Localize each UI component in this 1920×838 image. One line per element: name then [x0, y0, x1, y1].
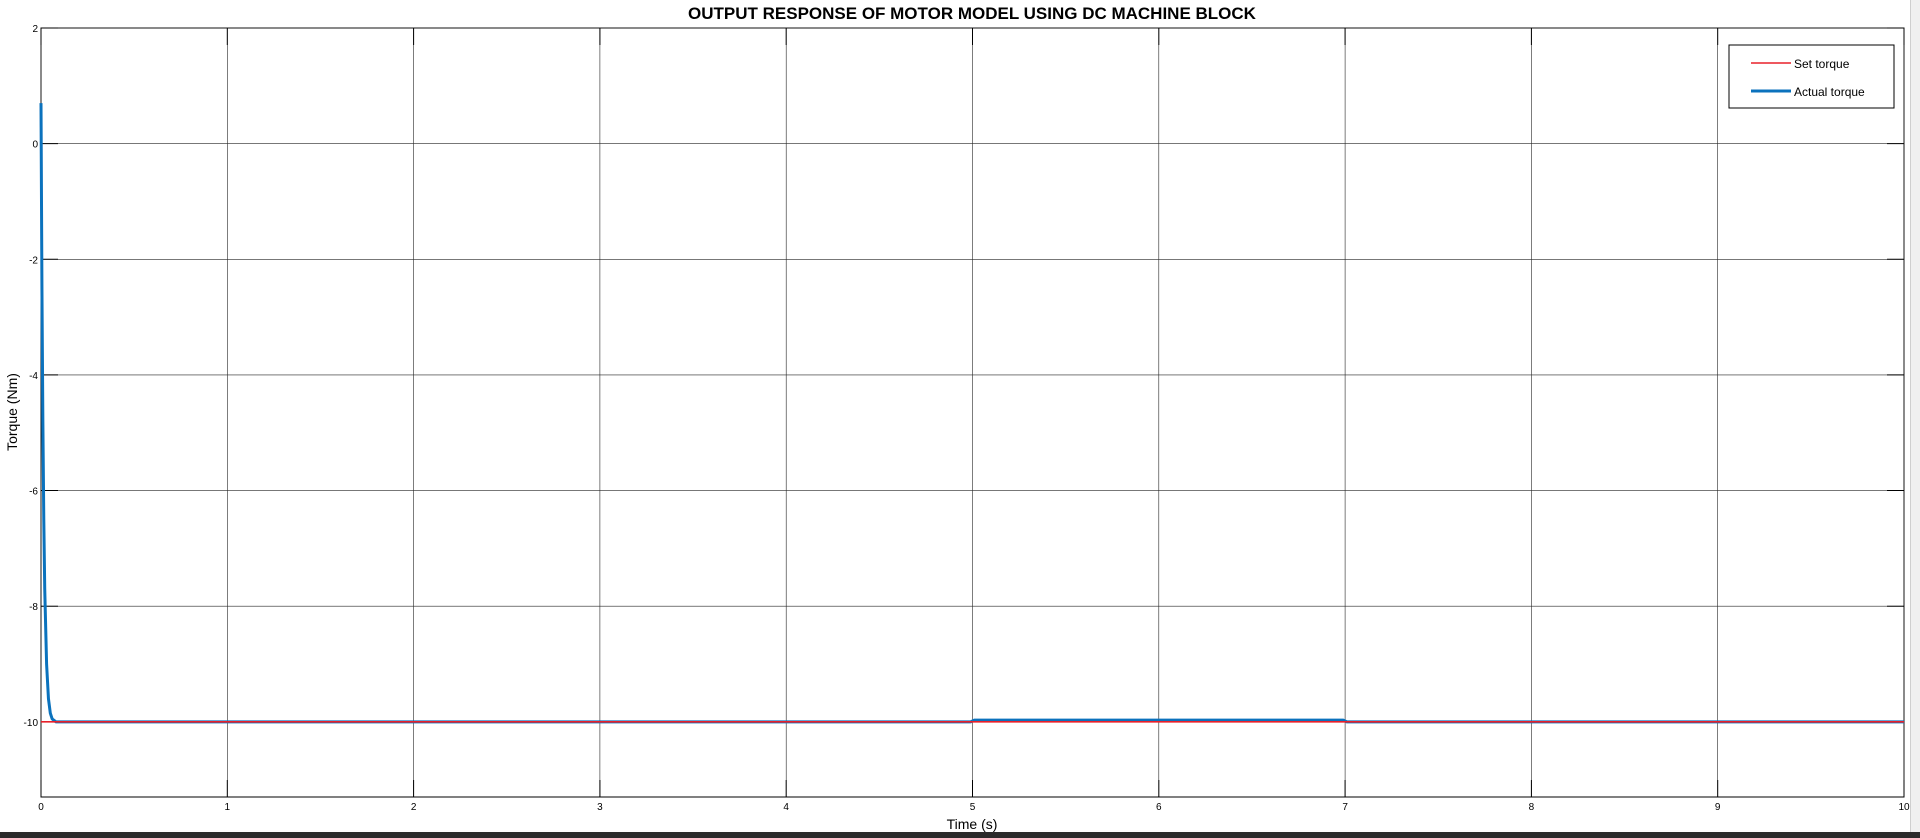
y-tick-label: 0: [32, 140, 38, 151]
y-tick-label: 2: [32, 24, 38, 35]
x-tick-label: 9: [1715, 802, 1721, 813]
x-tick-label: 0: [38, 802, 44, 813]
tick-labels: 0 1 2 3 4 5 6 7 8 9 10 2 0 -2 -4 -6 -8 -10: [24, 24, 1910, 813]
x-tick-label: 1: [225, 802, 231, 813]
x-axis-label: Time (s): [947, 816, 998, 832]
x-tick-label: 3: [597, 802, 603, 813]
x-tick-label: 2: [411, 802, 417, 813]
y-tick-label: -8: [29, 602, 38, 613]
window-bottom-edge: [0, 832, 1920, 838]
legend-box: [1728, 44, 1895, 109]
x-tick-label: 6: [1156, 802, 1162, 813]
x-tick-label: 5: [970, 802, 976, 813]
x-tick-label: 4: [783, 802, 789, 813]
y-tick-label: -6: [29, 487, 38, 498]
chart-title: OUTPUT RESPONSE OF MOTOR MODEL USING DC …: [688, 4, 1257, 23]
x-tick-label: 8: [1529, 802, 1535, 813]
legend-label-actual-torque: Actual torque: [1794, 85, 1865, 99]
x-tick-label: 7: [1342, 802, 1348, 813]
figure-right-edge: [1910, 0, 1920, 832]
x-tick-label: 10: [1898, 802, 1910, 813]
legend-label-set-torque: Set torque: [1794, 57, 1850, 71]
series-lines: [39, 103, 1904, 724]
y-axis-label: Torque (Nm): [4, 373, 20, 451]
y-tick-label: -10: [24, 718, 39, 729]
legend: Set torque Actual torque: [1728, 44, 1895, 109]
y-tick-label: -4: [29, 371, 38, 382]
y-tick-label: -2: [29, 255, 38, 266]
